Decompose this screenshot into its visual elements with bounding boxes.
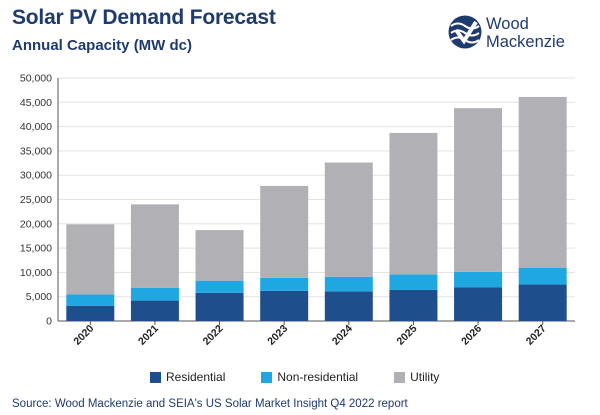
x-tick-label-2026: 2026 <box>459 323 484 348</box>
legend-item-non-residential: Non-residential <box>261 370 358 384</box>
bar-non-residential-2025 <box>389 274 438 290</box>
x-tick-label-2021: 2021 <box>136 323 161 348</box>
legend-label-utility: Utility <box>410 370 440 384</box>
bar-utility-2023 <box>260 185 309 278</box>
bar-utility-2021 <box>130 204 179 288</box>
wood-mackenzie-logo-icon <box>448 15 482 49</box>
bar-non-residential-2023 <box>260 277 309 291</box>
y-tick-label: 30,000 <box>20 170 52 182</box>
y-tick-label: 15,000 <box>20 243 52 255</box>
bar-utility-2022 <box>195 230 244 281</box>
bar-non-residential-2021 <box>130 287 179 301</box>
legend-swatch-non-residential <box>261 371 273 383</box>
source-note: Source: Wood Mackenzie and SEIA's US Sol… <box>12 398 408 410</box>
logo-text-line2: Mackenzie <box>486 33 565 51</box>
y-tick-label: 10,000 <box>20 267 52 279</box>
x-tick-label-2020: 2020 <box>71 323 96 348</box>
bar-residential-2021 <box>130 300 179 321</box>
bar-residential-2023 <box>260 290 309 321</box>
y-tick-label: 20,000 <box>20 218 52 230</box>
x-tick-label-2025: 2025 <box>395 323 420 348</box>
chart-subtitle: Annual Capacity (MW dc) <box>12 37 193 54</box>
legend-label-non-residential: Non-residential <box>277 370 359 384</box>
bar-non-residential-2022 <box>195 280 244 293</box>
legend-item-residential: Residential <box>150 370 225 384</box>
y-tick-label: 50,000 <box>20 73 52 85</box>
bar-residential-2024 <box>324 291 373 321</box>
bar-utility-2024 <box>324 162 373 277</box>
chart-legend: Residential Non-residential Utility <box>150 370 475 384</box>
x-tick-label-2022: 2022 <box>201 323 226 348</box>
bar-non-residential-2024 <box>324 276 373 292</box>
bar-residential-2022 <box>195 292 244 321</box>
bar-non-residential-2026 <box>454 271 503 288</box>
y-tick-label: 35,000 <box>20 145 52 157</box>
x-tick-label-2027: 2027 <box>524 323 549 348</box>
bar-utility-2025 <box>389 132 438 275</box>
legend-item-utility: Utility <box>394 370 439 384</box>
legend-swatch-utility <box>394 371 406 383</box>
bar-residential-2020 <box>66 305 115 321</box>
bar-utility-2020 <box>66 224 115 295</box>
y-tick-label: 0 <box>46 316 52 328</box>
bar-utility-2026 <box>454 108 503 272</box>
chart-title: Solar PV Demand Forecast <box>12 6 276 29</box>
x-tick-label-2023: 2023 <box>265 323 290 348</box>
bar-non-residential-2020 <box>66 294 115 306</box>
y-tick-label: 40,000 <box>20 121 52 133</box>
bar-utility-2027 <box>518 96 567 269</box>
legend-swatch-residential <box>150 371 161 383</box>
wood-mackenzie-logo: Wood Mackenzie <box>448 15 588 55</box>
bar-non-residential-2027 <box>518 268 567 285</box>
y-tick-label: 5,000 <box>26 291 52 303</box>
bar-residential-2026 <box>454 287 503 321</box>
y-tick-label: 45,000 <box>20 97 52 109</box>
legend-label-residential: Residential <box>166 370 226 384</box>
x-tick-label-2024: 2024 <box>330 323 355 348</box>
bar-residential-2027 <box>518 284 567 321</box>
y-tick-label: 25,000 <box>20 194 52 206</box>
bar-residential-2025 <box>389 289 438 321</box>
logo-text-line1: Wood <box>486 15 529 33</box>
